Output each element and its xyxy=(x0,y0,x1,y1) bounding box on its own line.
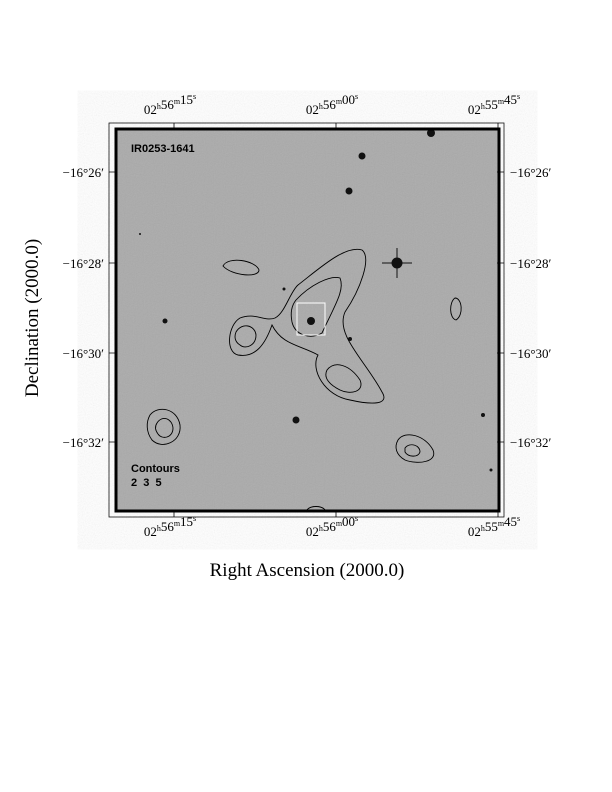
y-tick-label: −16°28′ xyxy=(63,256,105,271)
x-tick-label: 02h56m00s xyxy=(306,514,358,539)
x-tick-label: 02h56m15s xyxy=(144,514,196,539)
contour-level-2 xyxy=(222,259,260,276)
contour-level-2 xyxy=(450,297,462,321)
contour-level-2 xyxy=(229,248,385,404)
contour-level-3 xyxy=(155,417,174,438)
y-tick-label: −16°26′ xyxy=(63,165,105,180)
contour-level-3 xyxy=(290,277,342,337)
y-tick-labels: −16°26′ −16°26′ −16°28′ −16°28′ −16°30′ −16°3… xyxy=(63,165,552,450)
x-tick-label: 02h55m45s xyxy=(468,92,520,117)
contour-level-3 xyxy=(325,364,362,393)
contour-level-3 xyxy=(234,325,257,348)
x-tick-label: 02h56m00s xyxy=(306,92,358,117)
x-tick-label: 02h56m15s xyxy=(144,92,196,117)
legend-levels: 2 3 5 xyxy=(131,477,162,489)
y-tick-label: −16°26′ xyxy=(510,165,552,180)
star-spikes xyxy=(382,248,412,278)
object-label: IR0253-1641 xyxy=(131,143,195,155)
y-tick-label: −16°28′ xyxy=(510,256,552,271)
contours xyxy=(146,248,462,512)
image-frame xyxy=(114,127,501,513)
y-tick-label: −16°32′ xyxy=(63,435,105,450)
y-tick-label: −16°30′ xyxy=(510,346,552,361)
ticks xyxy=(109,123,504,517)
legend-title: Contours xyxy=(131,463,180,475)
source-marker-box xyxy=(296,302,326,336)
x-tick-label: 02h55m45s xyxy=(468,514,520,539)
contour-level-2 xyxy=(395,434,435,463)
y-axis-label: Declination (2000.0) xyxy=(22,239,43,397)
contour-level-2 xyxy=(146,408,181,445)
contour-level-2 xyxy=(305,506,327,512)
stars xyxy=(139,129,493,472)
x-axis-label: Right Ascension (2000.0) xyxy=(210,560,405,581)
y-tick-label: −16°30′ xyxy=(63,346,105,361)
contour-level-3 xyxy=(404,444,421,457)
y-tick-label: −16°32′ xyxy=(510,435,552,450)
x-tick-labels: 02h56m15s 02h56m15s 02h56m00s 02h56m00s 02h5… xyxy=(144,92,520,539)
